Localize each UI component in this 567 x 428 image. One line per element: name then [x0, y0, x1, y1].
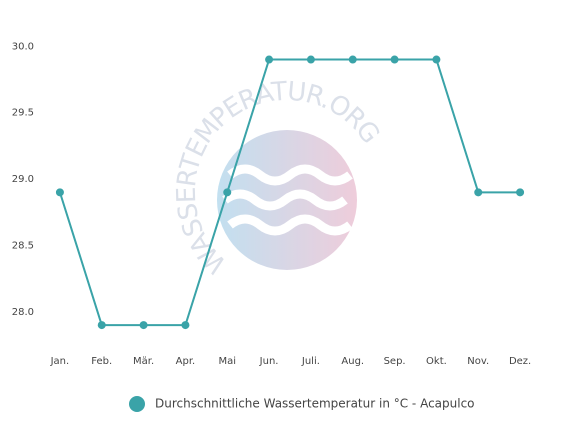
data-point	[306, 55, 315, 64]
watermark: WASSERTEMPERATUR.ORG	[171, 76, 385, 279]
data-point	[223, 188, 232, 197]
data-point	[432, 55, 441, 64]
x-tick-label: Mär.	[133, 356, 154, 367]
x-tick-label: Dez.	[509, 356, 531, 367]
x-tick-label: Mai	[218, 356, 236, 367]
y-tick-label: 28.0	[12, 307, 34, 318]
legend-marker	[129, 396, 145, 412]
data-point	[390, 55, 399, 64]
x-tick-label: Feb.	[91, 356, 112, 367]
x-tick-label: Okt.	[426, 356, 447, 367]
data-point	[265, 55, 274, 64]
y-tick-label: 30.0	[12, 41, 34, 52]
y-tick-label: 29.5	[12, 108, 34, 119]
series-line	[58, 58, 521, 327]
watermark-waves	[222, 164, 353, 236]
data-point	[516, 188, 525, 197]
x-tick-label: Juli.	[301, 356, 320, 367]
data-point	[55, 188, 64, 197]
x-tick-label: Apr.	[176, 356, 196, 367]
x-tick-label: Nov.	[467, 356, 489, 367]
x-tick-label: Jan.	[50, 356, 70, 367]
data-point	[348, 55, 357, 64]
y-tick-label: 29.0	[12, 174, 34, 185]
data-point	[97, 321, 106, 330]
data-point	[139, 321, 148, 330]
y-tick-label: 28.5	[12, 240, 34, 251]
legend-label: Durchschnittliche Wassertemperatur in °C…	[155, 397, 475, 411]
x-tick-label: Jun.	[259, 356, 279, 367]
x-tick-label: Aug.	[341, 356, 364, 367]
x-tick-label: Sep.	[384, 356, 406, 367]
data-point	[181, 321, 190, 330]
data-point	[474, 188, 483, 197]
